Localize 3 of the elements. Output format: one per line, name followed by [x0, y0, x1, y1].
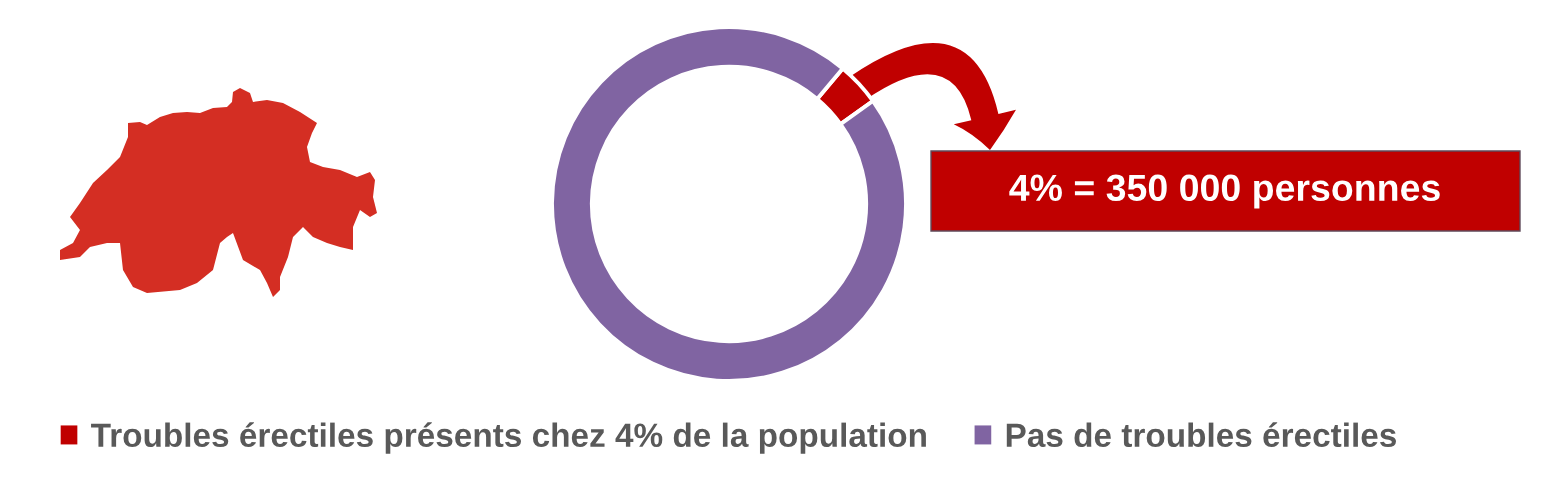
legend-label: Troubles érectiles présents chez 4% de la population [91, 422, 926, 454]
text: 4% = 350 000 personnes [1009, 174, 1440, 209]
legend-label: Pas de troubles érectiles [1006, 422, 1396, 448]
